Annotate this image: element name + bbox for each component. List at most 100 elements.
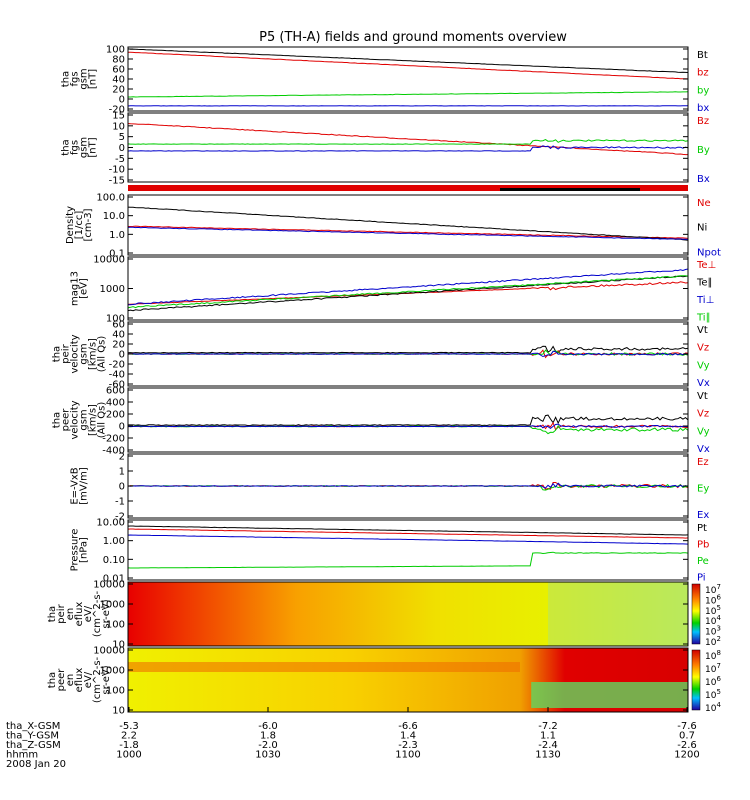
y-tick-label: 0 [119,95,125,106]
y-tick-label: -15 [109,176,125,187]
colorbar [691,649,701,711]
y-tick-label: -400 [102,446,125,457]
colorbar-tick-label: 108 [705,649,721,662]
trace-By [127,139,689,145]
x-row-value: -5.3 [119,721,139,732]
x-row-value: 1000 [116,750,141,761]
x-row-value: 2.2 [121,731,137,742]
trace-Vx [127,350,689,358]
legend-Bx: Bx [697,174,710,185]
y-tick-label: 1.00 [103,536,125,547]
y-axis-label: tha [61,139,72,155]
y-axis-label: Density [65,206,76,244]
y-tick-label: 10.0 [103,211,125,222]
plot-title: P5 (TH-A) fields and ground moments over… [259,30,567,45]
y-axis-label: (cm^2-s- [92,590,103,637]
trace-Ni [127,206,689,241]
y-tick-label: 1000 [100,284,125,295]
legend-bz: bz [697,68,709,79]
trace-Pi [127,534,689,545]
x-row-label: tha_Y-GSM [6,731,59,742]
x-row-value: -7.6 [677,721,697,732]
y-tick-label: 400 [106,398,125,409]
panel-3: Ne Ni Npot 100.0 10.0 1.0 0.1 Density[1/cc][cm-… [65,193,721,260]
legend-bx: bx [697,103,709,114]
x-row-value: 1130 [535,750,560,761]
legend-Vt: Vt [697,391,708,402]
legend-Ez: Ez [697,457,709,468]
x-row-value: 1200 [674,750,699,761]
legend-Ex: Ex [697,510,709,521]
panel-9: 10710610510410310210000100010010thapeire… [47,580,721,651]
plot-date: 2008 Jan 20 [6,759,66,770]
status-bar-mark [500,188,640,191]
y-axis-label: [nPa] [79,537,90,563]
y-axis-label: [km/s] [88,338,99,370]
trace-Bx [127,145,689,152]
y-axis-label: (All Qs) [97,336,108,373]
trace-Ex [127,482,689,489]
y-tick-label: 60 [112,65,125,76]
legend-Ti∥: Ti∥ [696,312,711,323]
panel-4: Te⊥ Te∥ Ti⊥ Ti∥ 10000 1000 100 mag13[eV] [70,255,717,325]
y-axis-label: [mV/m] [79,467,90,505]
legend-Vy: Vy [697,426,710,437]
spectrogram-region [548,582,688,646]
legend-Te∥: Te∥ [696,277,713,288]
y-axis-label: (All Qs) [97,402,108,439]
x-row-value: 1.1 [540,731,556,742]
status-bar [128,185,688,191]
y-tick-label: 1.0 [109,230,125,241]
x-row-label: tha_Z-GSM [6,740,61,751]
y-axis-label: Pressure [70,529,81,572]
y-tick-label: 60 [112,320,125,331]
legend-Vt: Vt [697,325,708,336]
trace-by [128,91,689,98]
legend-Pe: Pe [697,556,709,567]
y-tick-label: 0.10 [103,555,125,566]
y-tick-label: 0 [119,143,125,154]
y-axis-label: velocity [70,334,81,373]
y-axis-label: gsm [79,409,90,430]
y-tick-label: 10000 [93,580,125,591]
y-axis-label: peer [56,668,67,692]
y-tick-label: 200 [106,410,125,421]
y-axis-label: [eV] [79,278,90,299]
y-axis-label: tha [47,672,58,688]
legend-Npot: Npot [697,247,721,258]
colorbar [691,583,701,645]
x-row-value: -2.4 [538,740,558,751]
y-tick-label: 15 [112,111,125,122]
trace-Te∥ [127,275,689,312]
y-tick-label: 40 [112,75,125,86]
y-tick-label: 0 [119,482,125,493]
y-tick-label: 0 [119,350,125,361]
y-tick-label: -1 [115,497,125,508]
x-row-value: -6.0 [258,721,278,732]
colorbar-tick-label: 105 [705,688,721,701]
legend-Te⊥: Te⊥ [696,260,716,271]
y-tick-label: -2 [115,512,125,523]
y-axis-label: sr-eV) [101,665,112,694]
legend-Ne: Ne [697,198,711,209]
y-tick-label: 100 [106,620,125,631]
trace-Vt [127,345,689,354]
y-tick-label: 20 [112,340,125,351]
y-tick-label: -200 [102,434,125,445]
x-row-value: 1.8 [260,731,276,742]
panel-frame [127,387,689,453]
legend-Vz: Vz [697,409,709,420]
trace-Ti∥ [127,275,689,309]
x-row-label: tha_X-GSM [6,721,60,732]
y-tick-label: -20 [109,360,125,371]
y-axis-label: sr-eV) [101,599,112,628]
colorbar-tick-label: 107 [705,662,721,675]
y-tick-label: 2 [119,452,125,463]
y-axis-label: mag13 [70,271,81,306]
legend-Vz: Vz [697,343,709,354]
trace-bz [128,51,689,80]
y-tick-label: 40 [112,330,125,341]
y-axis-label: velocity [70,400,81,439]
